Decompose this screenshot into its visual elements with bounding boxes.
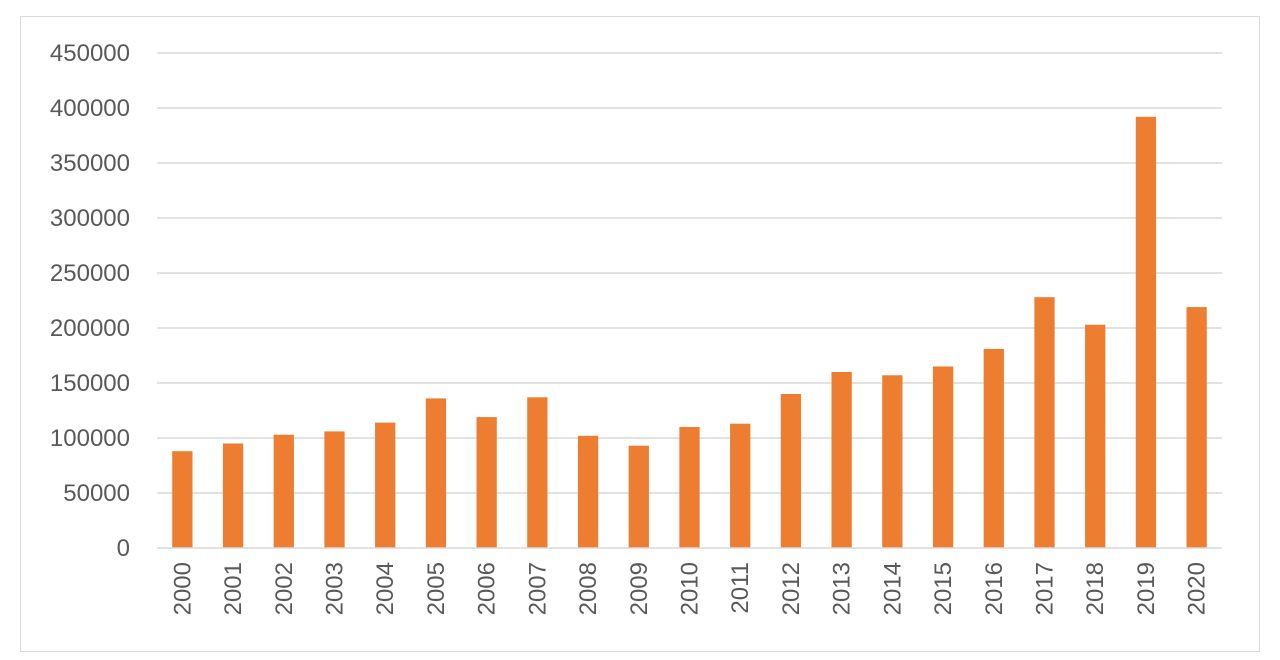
bar-2001	[222, 443, 244, 548]
bar-2014	[882, 375, 903, 548]
x-tick-label: 2008	[575, 562, 602, 615]
x-tick-label: 2003	[322, 562, 349, 615]
x-tick-label: 2009	[626, 562, 653, 615]
x-tick-label: 2013	[829, 562, 856, 615]
bar-2007	[527, 397, 548, 548]
bar-2002	[273, 434, 294, 548]
bar-2020	[1186, 307, 1207, 548]
x-tick-label: 2020	[1184, 562, 1211, 615]
y-tick-label: 50000	[63, 480, 130, 507]
x-tick-label: 2012	[778, 562, 805, 615]
x-tick-label: 2019	[1133, 562, 1160, 615]
bar-2011	[730, 423, 751, 548]
bar-2000	[172, 451, 193, 548]
bar-2018	[1085, 324, 1106, 548]
x-tick-label: 2002	[271, 562, 298, 615]
x-axis: 2000 2001 2002 2003 2004 2005 2006 2007 2008 2009…	[169, 562, 1210, 615]
x-tick-label: 2010	[677, 562, 704, 615]
x-tick-label: 2016	[981, 562, 1008, 615]
x-tick-label: 2011	[727, 562, 754, 614]
bar-2005	[425, 398, 447, 548]
y-tick-label: 200000	[50, 315, 130, 342]
bar-2019	[1135, 116, 1157, 549]
bar-2009	[628, 445, 649, 548]
x-tick-label: 2017	[1032, 562, 1059, 615]
bar-2015	[932, 366, 954, 548]
bar-2016	[983, 348, 1004, 548]
bar-2012	[780, 394, 802, 548]
bar-2003	[324, 431, 345, 548]
x-tick-label: 2005	[423, 562, 450, 615]
bar-2013	[831, 372, 852, 548]
x-tick-label: 2004	[372, 562, 399, 615]
y-tick-label: 150000	[50, 370, 130, 397]
bar-2010	[679, 427, 700, 548]
bar-2017	[1034, 297, 1055, 548]
bar-2008	[577, 435, 599, 548]
y-tick-label: 300000	[50, 205, 130, 232]
bar-2004	[375, 422, 396, 548]
x-tick-label: 2001	[220, 562, 247, 615]
y-tick-label: 450000	[50, 40, 130, 67]
y-tick-label: 0	[117, 535, 130, 562]
x-tick-label: 2006	[474, 562, 501, 615]
bars	[172, 116, 1207, 549]
x-tick-label: 2014	[879, 562, 906, 615]
y-tick-label: 100000	[50, 425, 130, 452]
y-axis: 0 50000 100000 150000 200000 250000 300000 3500…	[50, 40, 130, 562]
x-tick-label: 2000	[169, 562, 196, 615]
x-tick-label: 2018	[1082, 562, 1109, 615]
y-tick-label: 250000	[50, 260, 130, 287]
y-tick-label: 400000	[50, 95, 130, 122]
bar-2006	[476, 417, 497, 548]
y-tick-label: 350000	[50, 150, 130, 177]
x-tick-label: 2015	[930, 562, 957, 615]
x-tick-label: 2007	[524, 562, 551, 615]
